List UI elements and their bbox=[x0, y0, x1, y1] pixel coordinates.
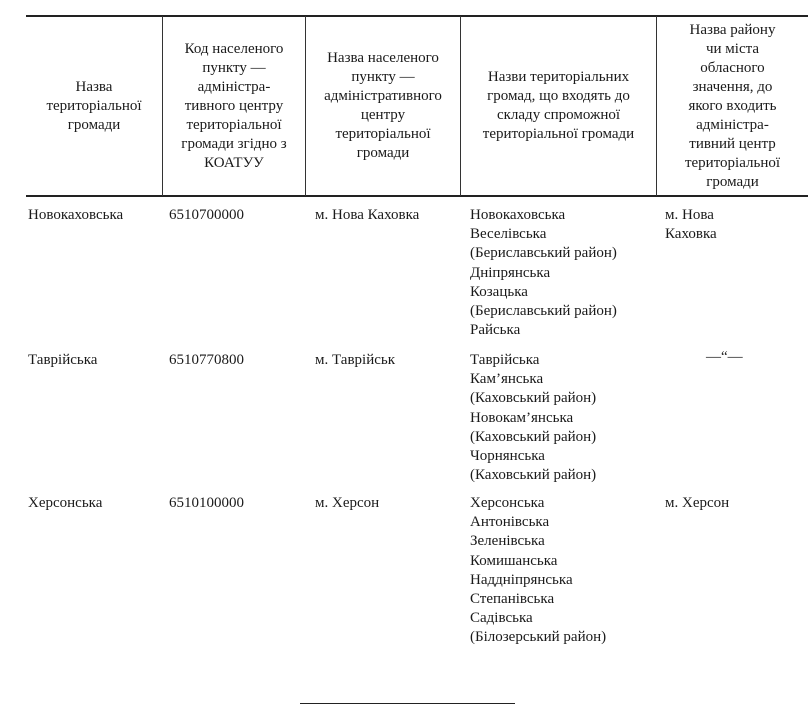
header-district: Назва району чи міста обласного значення… bbox=[684, 21, 781, 190]
table-top-rule bbox=[26, 15, 808, 17]
koatuu-code: 6510700000 bbox=[169, 207, 244, 223]
member-communities: Херсонська Антонівська Зеленівська Комиш… bbox=[470, 495, 607, 646]
community-name: Новокаховська bbox=[28, 207, 124, 223]
district: м. Херсон bbox=[665, 495, 730, 511]
community-name: Херсонська bbox=[28, 495, 103, 511]
table-header-rule bbox=[26, 195, 808, 197]
admin-center: м. Нова Каховка bbox=[315, 207, 420, 223]
closing-rule bbox=[300, 703, 515, 704]
column-divider bbox=[460, 16, 461, 196]
member-communities: Новокаховська Веселівська (Бериславський… bbox=[470, 207, 617, 339]
admin-center: м. Таврійськ bbox=[315, 352, 396, 368]
member-communities: Таврійська Кам’янська (Каховський район)… bbox=[470, 352, 597, 484]
admin-center: м. Херсон bbox=[315, 495, 380, 511]
district: м. Нова Каховка bbox=[665, 207, 717, 243]
header-community-name: Назва територіальної громади bbox=[46, 78, 142, 133]
community-name: Таврійська bbox=[28, 352, 98, 368]
district: —“— bbox=[706, 349, 743, 365]
koatuu-code: 6510770800 bbox=[169, 352, 244, 368]
column-divider bbox=[162, 16, 163, 196]
column-divider bbox=[656, 16, 657, 196]
koatuu-code: 6510100000 bbox=[169, 495, 244, 511]
header-admin-center: Назва населеного пункту — адміністративн… bbox=[324, 50, 442, 161]
column-divider bbox=[305, 16, 306, 196]
header-koatuu-code: Код населеного пункту — адміністра- тивн… bbox=[181, 40, 287, 171]
header-member-communities: Назви територіальних громад, що входять … bbox=[482, 69, 635, 142]
